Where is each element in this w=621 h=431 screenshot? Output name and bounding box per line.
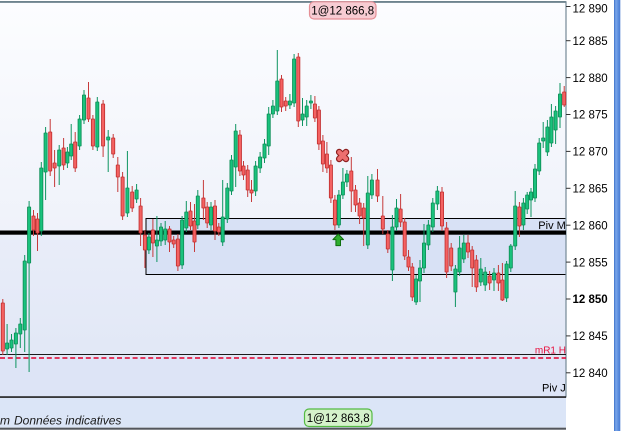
svg-text:12 840: 12 840	[573, 368, 608, 380]
svg-text:12 855: 12 855	[573, 257, 608, 269]
svg-text:12 865: 12 865	[573, 184, 608, 196]
svg-text:Piv M: Piv M	[538, 220, 566, 232]
svg-text:Données indicatives: Données indicatives	[14, 414, 121, 428]
svg-text:12 870: 12 870	[573, 147, 608, 159]
svg-text:m: m	[0, 414, 10, 428]
svg-text:12 860: 12 860	[573, 220, 608, 232]
svg-text:12 850: 12 850	[573, 294, 608, 306]
svg-text:mR1 H: mR1 H	[535, 346, 566, 357]
svg-text:Piv J: Piv J	[542, 382, 566, 394]
svg-text:1@12 863,8: 1@12 863,8	[307, 413, 370, 425]
svg-text:12 845: 12 845	[573, 331, 608, 343]
svg-text:12 880: 12 880	[573, 73, 608, 85]
svg-text:12 890: 12 890	[573, 4, 608, 16]
svg-text:12 875: 12 875	[573, 110, 608, 122]
svg-text:12 885: 12 885	[573, 36, 608, 48]
svg-text:1@12 866,8: 1@12 866,8	[311, 6, 374, 18]
